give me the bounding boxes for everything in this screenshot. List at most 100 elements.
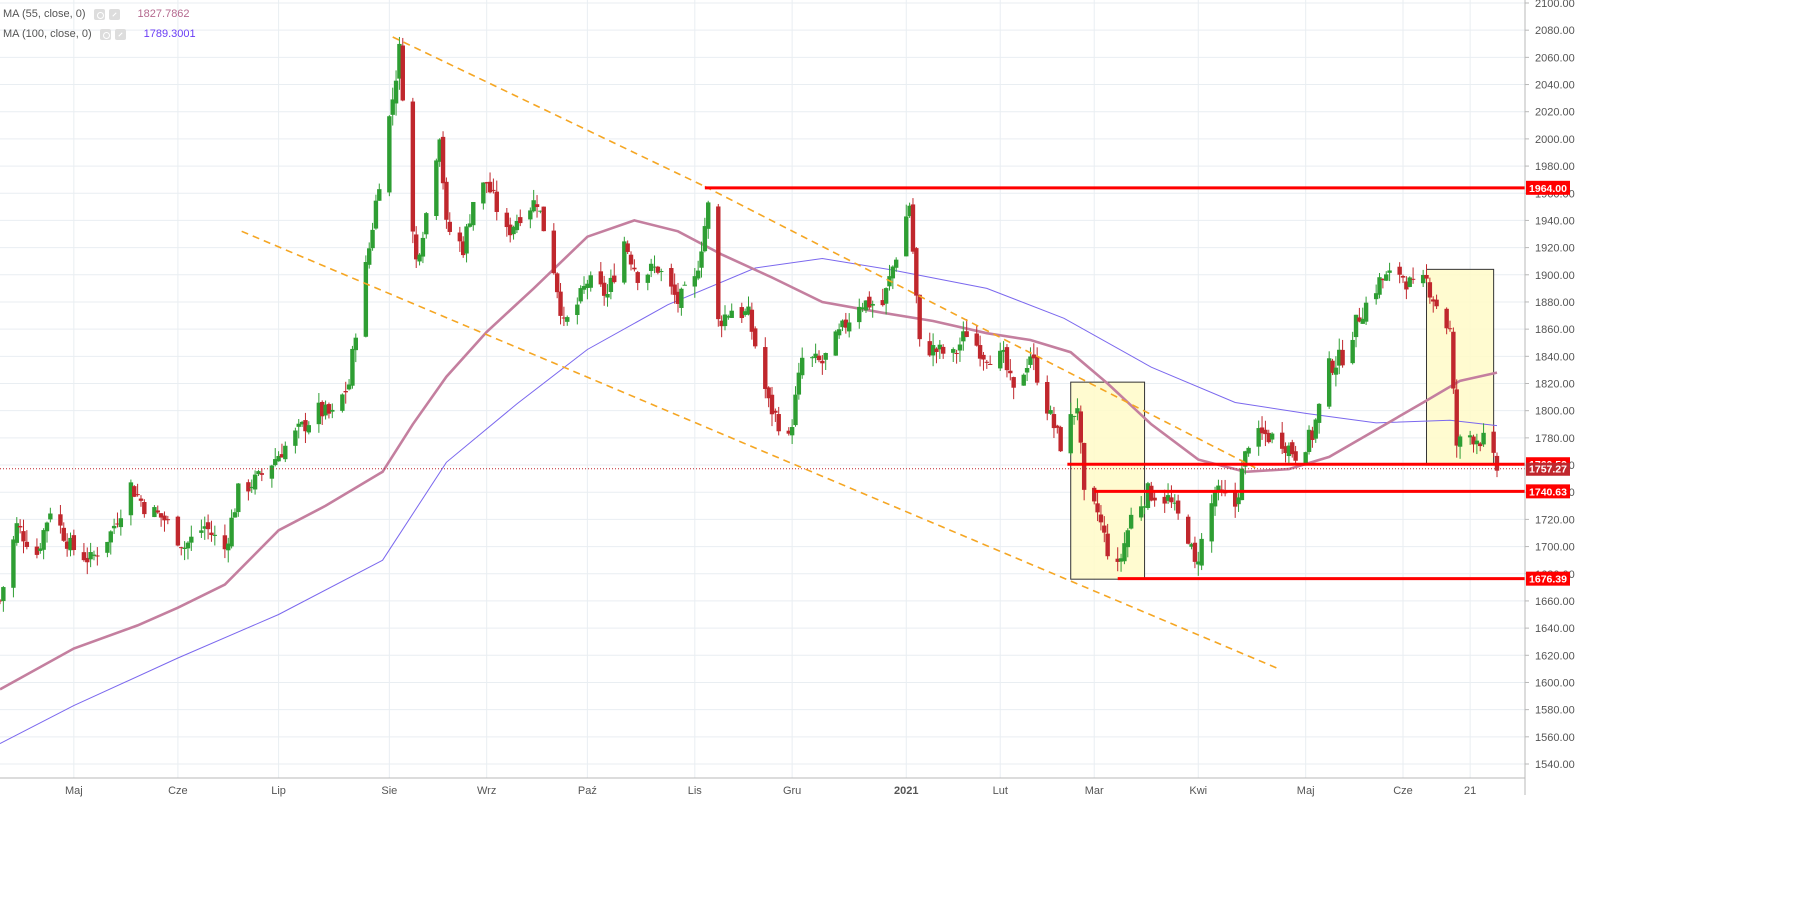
candle[interactable] — [846, 322, 852, 332]
candle[interactable] — [796, 372, 802, 395]
candle[interactable] — [115, 523, 120, 525]
candle[interactable] — [514, 221, 520, 231]
candle[interactable] — [68, 537, 73, 551]
candle[interactable] — [1266, 432, 1271, 443]
candle[interactable] — [162, 515, 167, 521]
candle[interactable] — [860, 307, 865, 309]
candle[interactable] — [1454, 389, 1459, 446]
candle[interactable] — [1078, 411, 1083, 443]
candle[interactable] — [870, 303, 875, 306]
candle[interactable] — [1407, 277, 1412, 287]
candle[interactable] — [601, 282, 607, 296]
candle[interactable] — [504, 212, 510, 228]
candle[interactable] — [769, 394, 775, 415]
candle[interactable] — [370, 229, 375, 249]
candle[interactable] — [565, 317, 570, 322]
candle[interactable] — [1045, 382, 1050, 414]
candle[interactable] — [1122, 543, 1127, 562]
candle[interactable] — [1457, 436, 1463, 447]
candle[interactable] — [722, 314, 728, 327]
candle[interactable] — [185, 542, 191, 549]
candle[interactable] — [209, 532, 214, 536]
candle[interactable] — [1075, 408, 1080, 414]
candle[interactable] — [836, 329, 842, 336]
candle[interactable] — [17, 525, 23, 528]
candle[interactable] — [789, 427, 795, 436]
candle[interactable] — [531, 200, 536, 212]
candle[interactable] — [283, 445, 288, 460]
candle[interactable] — [1434, 299, 1439, 307]
candle[interactable] — [457, 232, 463, 242]
candle[interactable] — [511, 226, 516, 235]
candle[interactable] — [1447, 328, 1453, 330]
candle[interactable] — [397, 43, 402, 79]
candle[interactable] — [323, 404, 328, 416]
candle[interactable] — [612, 275, 617, 283]
candle[interactable] — [367, 248, 372, 265]
candle[interactable] — [38, 548, 43, 551]
candle[interactable] — [279, 454, 285, 458]
candle[interactable] — [306, 425, 311, 433]
candle[interactable] — [320, 401, 325, 417]
candle[interactable] — [820, 360, 825, 364]
close-icon[interactable] — [108, 8, 120, 20]
candle[interactable] — [1162, 496, 1167, 504]
candle[interactable] — [880, 300, 885, 306]
candle[interactable] — [1125, 530, 1130, 548]
candle[interactable] — [105, 541, 110, 553]
candle[interactable] — [1400, 275, 1406, 278]
candle[interactable] — [91, 554, 97, 556]
candle[interactable] — [390, 99, 395, 115]
candle[interactable] — [155, 510, 160, 513]
candle[interactable] — [1286, 445, 1292, 457]
candle[interactable] — [259, 473, 265, 475]
candle[interactable] — [1, 587, 6, 602]
candle[interactable] — [816, 355, 822, 361]
candle[interactable] — [940, 346, 946, 354]
candle[interactable] — [303, 420, 308, 432]
candle[interactable] — [189, 536, 194, 543]
candle[interactable] — [1051, 414, 1057, 429]
candle[interactable] — [88, 552, 93, 560]
candle[interactable] — [1377, 277, 1382, 295]
candle[interactable] — [21, 531, 26, 542]
candle[interactable] — [1283, 446, 1288, 454]
candle[interactable] — [343, 391, 348, 393]
candle[interactable] — [460, 241, 466, 256]
candle[interactable] — [373, 200, 379, 229]
candle[interactable] — [1186, 516, 1191, 544]
candle[interactable] — [1118, 558, 1124, 562]
candle[interactable] — [437, 139, 442, 162]
candle[interactable] — [746, 306, 751, 315]
candle[interactable] — [273, 459, 278, 466]
candle[interactable] — [246, 482, 251, 492]
candle[interactable] — [1034, 356, 1040, 383]
candle[interactable] — [1105, 533, 1110, 557]
candle[interactable] — [377, 189, 382, 201]
candle[interactable] — [1128, 514, 1134, 529]
candle[interactable] — [108, 531, 113, 543]
candle[interactable] — [742, 311, 748, 315]
candle[interactable] — [1353, 314, 1359, 338]
candle[interactable] — [1491, 431, 1496, 453]
trend-line[interactable] — [392, 36, 706, 188]
candle[interactable] — [1279, 432, 1285, 449]
candle[interactable] — [538, 210, 543, 212]
candle[interactable] — [1011, 377, 1016, 388]
candle[interactable] — [551, 230, 557, 274]
candle[interactable] — [1031, 354, 1037, 359]
candle[interactable] — [182, 547, 187, 550]
candle[interactable] — [440, 136, 446, 184]
candle[interactable] — [111, 525, 117, 529]
candle[interactable] — [1360, 318, 1365, 324]
candle[interactable] — [222, 535, 228, 550]
candle[interactable] — [229, 517, 234, 547]
candle[interactable] — [581, 285, 587, 290]
candle[interactable] — [1095, 503, 1100, 513]
candle[interactable] — [202, 526, 207, 529]
candle[interactable] — [1410, 278, 1416, 280]
candle[interactable] — [1424, 274, 1429, 279]
candle[interactable] — [518, 217, 523, 224]
candle[interactable] — [961, 331, 966, 342]
candle[interactable] — [695, 270, 701, 279]
